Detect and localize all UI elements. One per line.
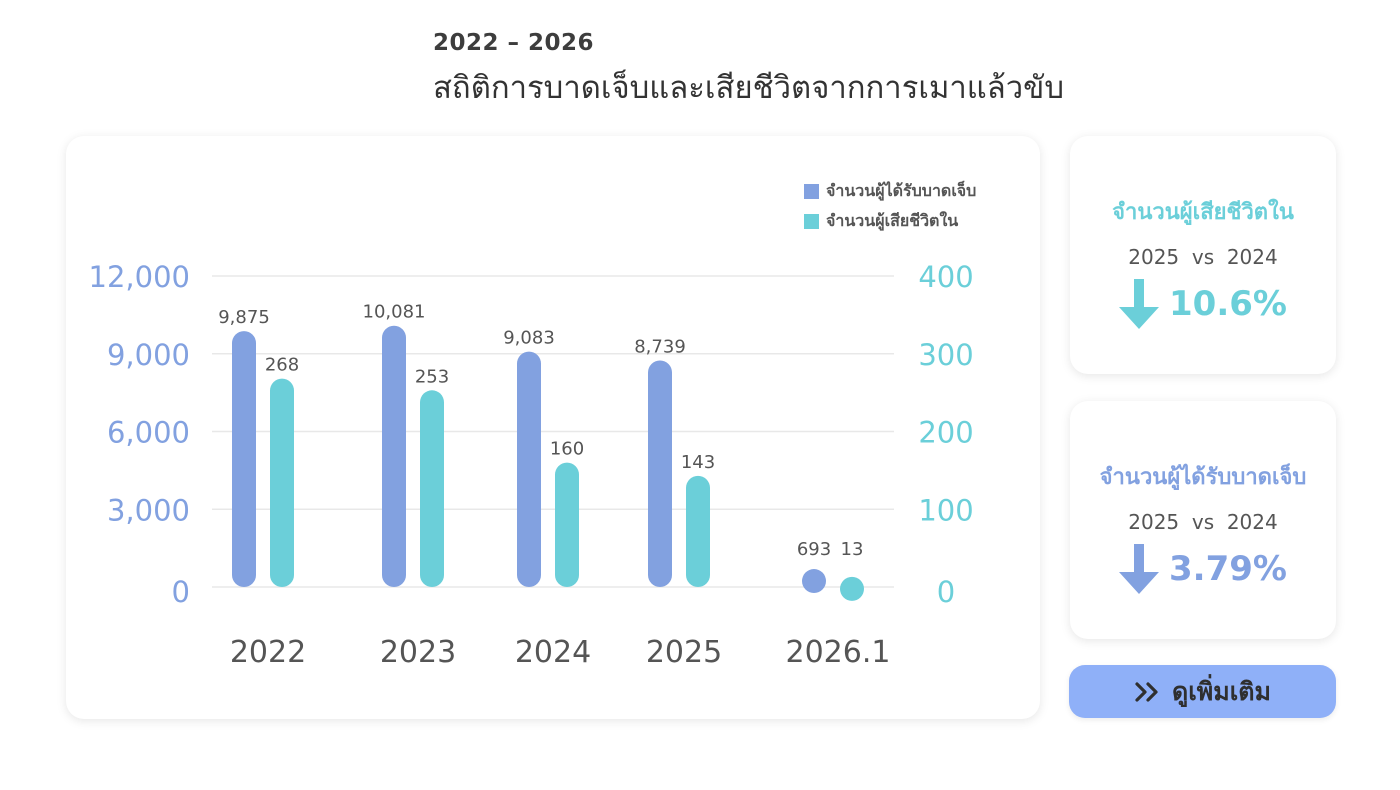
y-right-tick-label: 0 <box>937 575 955 609</box>
x-tick-label: 2025 <box>646 635 722 670</box>
injuries-stat-compare: 2025 vs 2024 <box>1128 510 1278 534</box>
deaths-stat-value: 10.6% <box>1169 284 1287 324</box>
double-chevron-right-icon <box>1135 681 1158 702</box>
x-tick-label: 2023 <box>380 635 456 670</box>
data-label-deaths: 13 <box>841 539 864 560</box>
y-left-tick-label: 9,000 <box>107 338 190 372</box>
axis-labels: 0 3,000 6,000 9,000 12,000 0 100 200 300 400 2022 2… <box>89 260 974 670</box>
view-more-button[interactable]: ดูเพิ่มเติม <box>1069 665 1336 718</box>
data-label-deaths: 160 <box>550 439 584 460</box>
x-tick-label: 2026.1 <box>786 635 891 670</box>
deaths-stat-title: จำนวนผู้เสียชีวิตใน <box>1112 200 1294 225</box>
bar-chart: 0 3,000 6,000 9,000 12,000 0 100 200 300 400 2022 2… <box>89 260 974 670</box>
x-tick-label: 2024 <box>515 635 591 670</box>
grid-lines <box>212 275 894 588</box>
deaths-stat-change: 10.6% <box>1070 279 1336 329</box>
page-title: สถิติการบาดเจ็บและเสียชีวิตจากการเมาแล้ว… <box>433 70 1065 106</box>
bar-injuries <box>648 360 672 587</box>
data-label-injuries: 8,739 <box>634 337 686 358</box>
arrow-down-icon <box>1119 544 1160 594</box>
bars: 9,875 268 10,081 253 9,083 160 8,739 143 693 13 <box>218 302 864 601</box>
y-right-tick-label: 300 <box>918 338 973 372</box>
bar-injuries <box>232 331 256 587</box>
y-left-tick-label: 6,000 <box>107 416 190 450</box>
legend-label-injuries: จำนวนผู้ได้รับบาดเจ็บ <box>826 180 977 200</box>
view-more-label: ดูเพิ่มเติม <box>1172 676 1271 706</box>
arrow-down-icon <box>1119 279 1160 329</box>
injuries-stat-value: 3.79% <box>1169 549 1287 589</box>
page-header: 2022 – 2026 สถิติการบาดเจ็บและเสียชีวิตจ… <box>433 30 1064 112</box>
chart-card: 0 3,000 6,000 9,000 12,000 0 100 200 300 400 2022 2… <box>66 136 1040 719</box>
bar-injuries <box>802 569 826 594</box>
y-left-tick-label: 3,000 <box>107 493 190 527</box>
legend-label-deaths: จำนวนผู้เสียชีวิตใน <box>826 210 959 230</box>
bar-deaths <box>840 576 864 601</box>
y-right-tick-label: 100 <box>918 493 973 527</box>
bar-injuries <box>517 351 541 587</box>
legend-swatch-injuries <box>804 183 819 199</box>
bar-deaths <box>555 462 579 587</box>
y-right-tick-label: 400 <box>918 260 973 294</box>
legend-item-injuries: จำนวนผู้ได้รับบาดเจ็บ <box>804 176 976 206</box>
chart-legend: จำนวนผู้ได้รับบาดเจ็บ จำนวนผู้เสียชีวิตใ… <box>804 176 976 236</box>
y-right-tick-label: 200 <box>918 416 973 450</box>
injuries-stat-title: จำนวนผู้ได้รับบาดเจ็บ <box>1099 465 1307 490</box>
legend-item-deaths: จำนวนผู้เสียชีวิตใน <box>804 206 976 236</box>
bar-deaths <box>270 378 294 587</box>
legend-swatch-deaths <box>804 213 819 229</box>
data-label-deaths: 253 <box>415 366 449 387</box>
bar-deaths <box>420 390 444 587</box>
period-label: 2022 – 2026 <box>433 30 595 56</box>
data-label-injuries: 10,081 <box>363 302 426 323</box>
data-label-deaths: 268 <box>265 355 299 376</box>
data-label-injuries: 9,083 <box>503 328 555 349</box>
bar-injuries <box>382 325 406 587</box>
data-label-deaths: 143 <box>681 452 715 473</box>
y-left-tick-label: 0 <box>172 575 190 609</box>
x-tick-label: 2022 <box>230 635 306 670</box>
injuries-stat-change: 3.79% <box>1070 544 1336 594</box>
deaths-stat-compare: 2025 vs 2024 <box>1128 245 1278 269</box>
injuries-stat-card: จำนวนผู้ได้รับบาดเจ็บ 2025 vs 2024 3.79% <box>1070 401 1336 639</box>
deaths-stat-card: จำนวนผู้เสียชีวิตใน 2025 vs 2024 10.6% <box>1070 136 1336 374</box>
data-label-injuries: 9,875 <box>218 307 270 328</box>
y-left-tick-label: 12,000 <box>89 260 190 294</box>
bar-deaths <box>686 475 710 587</box>
data-label-injuries: 693 <box>797 539 831 560</box>
